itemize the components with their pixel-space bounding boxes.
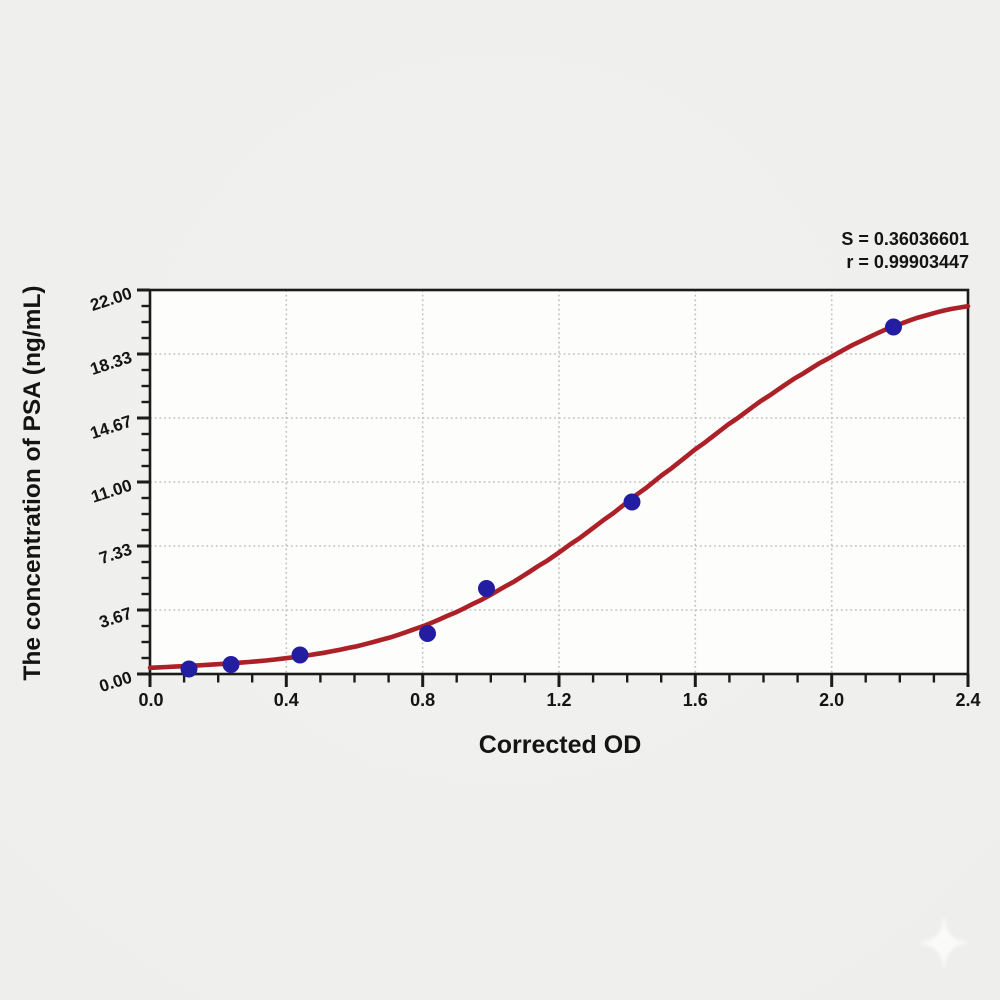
svg-text:The concentration of PSA (ng/m: The concentration of PSA (ng/mL) [19,285,46,680]
svg-text:Corrected OD: Corrected OD [479,731,642,759]
svg-text:S = 0.36036601: S = 0.36036601 [841,229,969,249]
svg-text:0.8: 0.8 [410,690,435,710]
svg-text:0.0: 0.0 [138,690,163,710]
svg-text:2.4: 2.4 [955,690,980,710]
svg-text:1.2: 1.2 [546,690,571,710]
svg-text:2.0: 2.0 [819,690,844,710]
svg-text:0.4: 0.4 [274,690,299,710]
svg-text:1.6: 1.6 [683,690,708,710]
svg-text:r = 0.99903447: r = 0.99903447 [846,252,969,272]
